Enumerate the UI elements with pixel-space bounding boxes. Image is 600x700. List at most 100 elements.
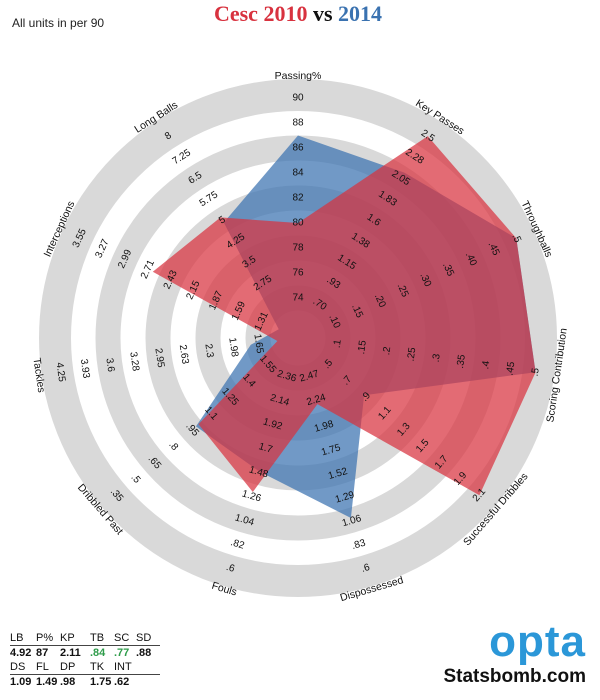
stat-label: FL	[36, 661, 60, 675]
stats-group: LB P% KP TB SC SD 4.92 87 2.11 .84 .77 .88	[10, 632, 160, 659]
tick-label: .25	[406, 346, 419, 362]
chart-title: Cesc 2010 vs 2014	[214, 1, 382, 26]
tick-label: .10	[326, 313, 342, 331]
tick-label: .2	[381, 345, 393, 355]
stat-label: P%	[36, 632, 60, 646]
tick-label: .45	[486, 240, 502, 258]
tick-label: 88	[292, 118, 304, 129]
tick-label: 90	[292, 93, 304, 104]
tick-label: 80	[292, 218, 304, 229]
tick-label: .40	[463, 251, 479, 269]
stat-label: SD	[136, 632, 160, 646]
tick-label: 2.3	[202, 343, 215, 359]
tick-label: .15	[356, 339, 369, 355]
stat-value: .84	[90, 647, 106, 659]
tick-label: 2.14	[269, 392, 291, 408]
stat-value: 1.09	[10, 676, 32, 688]
radar-area	[152, 136, 536, 496]
tick-label: .5	[530, 367, 542, 377]
tick-label: .25	[395, 282, 411, 300]
tick-label: .8	[166, 439, 180, 453]
tick-label: 1.06	[341, 513, 363, 529]
tick-label: 2.63	[177, 344, 191, 365]
stats-group: DS FL DP TK INT 1.09 1.49.98 1.75.62	[10, 661, 160, 688]
tick-label: .83	[351, 537, 368, 552]
tick-label: 7.25	[171, 147, 194, 167]
stat-value: 2.11	[60, 647, 81, 659]
stat-value: 1.75	[90, 676, 112, 688]
tick-label: .6	[225, 562, 237, 575]
stat-value: 4.92	[10, 647, 32, 659]
ring	[39, 79, 557, 597]
branding: opta Statsbomb.com	[443, 617, 586, 688]
tick-label: 1.98	[313, 419, 335, 435]
stat-value: .77	[114, 647, 130, 659]
tick-label: 76	[292, 268, 304, 279]
stat-value: .98	[60, 676, 76, 688]
tick-label: .20	[372, 292, 388, 310]
tick-label: 82	[292, 193, 304, 204]
tick-label: 1.98	[226, 337, 240, 358]
tick-label: 78	[292, 243, 304, 254]
tick-label: .15	[349, 302, 365, 320]
title-series: 2010	[263, 1, 307, 26]
axis-name: Tackles	[30, 357, 47, 393]
tick-label: 3.28	[127, 351, 141, 372]
stat-value: 1.49	[36, 676, 58, 688]
axis-name: Passing%	[275, 70, 322, 82]
title-prefix: Cesc	[214, 1, 258, 26]
title-joiner: vs	[313, 1, 333, 26]
tick-label: .6	[360, 562, 372, 575]
tick-label: 2.24	[305, 392, 327, 408]
tick-label: 8	[163, 130, 174, 142]
stat-label: KP	[60, 632, 90, 646]
tick-label: 84	[292, 168, 304, 179]
tick-label: 1.52	[327, 466, 349, 482]
tick-label: 1.48	[248, 464, 270, 480]
tick-label: 1.26	[241, 488, 263, 504]
tick-label: .35	[440, 261, 456, 279]
stat-label: DP	[60, 661, 90, 675]
tick-label: .5	[129, 472, 143, 486]
stat-value: 87	[36, 647, 49, 659]
title-series: 2014	[338, 1, 382, 26]
tick-label: 1.65	[251, 333, 265, 354]
tick-label: 4.25	[53, 362, 67, 383]
tick-label: 86	[292, 143, 304, 154]
stat-label: DS	[10, 661, 36, 675]
stat-label: LB	[10, 632, 36, 646]
tick-label: .1	[332, 338, 344, 348]
site: Statsbomb.com	[443, 666, 586, 687]
tick-label: 5	[217, 214, 228, 226]
tick-label: 1.29	[334, 489, 356, 505]
stat-label: TB	[90, 632, 114, 646]
stat-label: SC	[114, 632, 136, 646]
stat-value: .88	[136, 647, 152, 659]
tick-label: 3.6	[103, 357, 116, 373]
logo: opta	[489, 617, 586, 666]
tick-label: 3.27	[94, 237, 112, 260]
stat-value: .62	[114, 676, 130, 688]
tick-label: 1.04	[234, 512, 256, 528]
tick-label: 2.95	[152, 348, 166, 369]
tick-label: 5.75	[198, 189, 221, 209]
tick-label: 2.36	[276, 368, 298, 384]
stat-label: TK	[90, 661, 114, 675]
tick-label: 1.75	[320, 442, 342, 458]
tick-label: 74	[292, 293, 304, 304]
stats-table: LB P% KP TB SC SD 4.92 87 2.11 .84 .77 .88 DS FL DP TK I…	[10, 632, 160, 688]
tick-label: .82	[229, 537, 246, 552]
subtitle: All units in per 90	[12, 16, 104, 30]
tick-label: .30	[417, 271, 433, 289]
tick-label: 1.92	[262, 416, 284, 432]
tick-label: .45	[505, 361, 518, 377]
tick-label: .4	[480, 360, 492, 370]
stat-label: INT	[114, 661, 136, 675]
tick-label: .35	[455, 353, 468, 369]
tick-label: 1.7	[257, 441, 274, 456]
tick-label: 3.93	[78, 358, 92, 379]
tick-label: 2.71	[139, 258, 157, 281]
tick-label: .3	[431, 353, 443, 363]
